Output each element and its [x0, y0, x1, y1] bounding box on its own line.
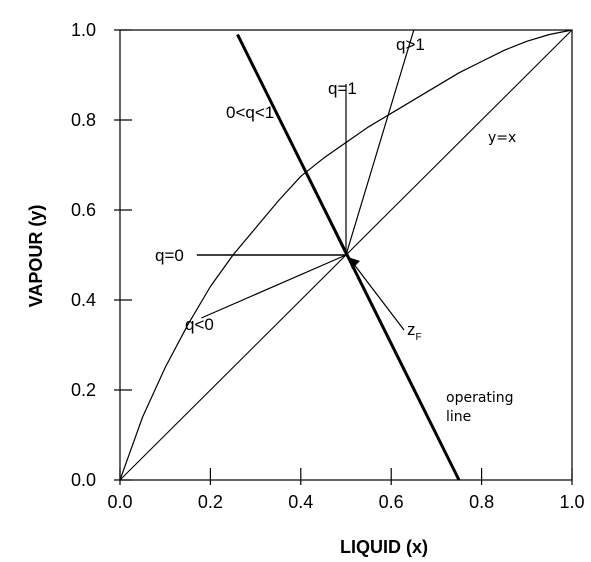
zf-arrow-head [348, 257, 360, 269]
label-y-eq-x: y=x [488, 130, 516, 146]
label-q-eq-0: q=0 [155, 246, 184, 265]
y-tick-label: 0.4 [71, 290, 96, 310]
label-0-lt-q-lt-1: 0<q<1 [226, 103, 274, 122]
y-tick-label: 0.8 [71, 110, 96, 130]
x-tick-labels: 0.0 0.2 0.4 0.6 0.8 1.0 [107, 492, 584, 512]
y-axis-title: VAPOUR (y) [26, 205, 46, 308]
x-tick-label: 1.0 [559, 492, 584, 512]
zf-arrow-line [349, 258, 405, 331]
q-line [273, 106, 347, 256]
x-tick-label: 0.4 [288, 492, 313, 512]
tick-marks [114, 29, 573, 485]
y-tick-label: 0.0 [71, 470, 96, 490]
x-tick-label: 0.6 [379, 492, 404, 512]
label-q-lt-0: q<0 [185, 315, 214, 334]
x-axis-title: LIQUID (x) [340, 537, 428, 557]
y-tick-label: 0.6 [71, 200, 96, 220]
label-q-eq-1: q=1 [328, 79, 357, 98]
q-lines [196, 29, 415, 331]
x-tick-label: 0.8 [469, 492, 494, 512]
label-operating-line-1: operating [446, 390, 514, 406]
q-line [345, 29, 415, 256]
x-tick-label: 0.2 [198, 492, 223, 512]
y-tick-labels: 0.0 0.2 0.4 0.6 0.8 1.0 [71, 20, 96, 490]
label-q-gt-1: q>1 [396, 35, 425, 54]
plot-frame [119, 29, 573, 481]
q-line [201, 254, 347, 319]
label-zf-subscript: F [416, 332, 422, 343]
label-zf-main: z [407, 320, 416, 339]
x-tick-label: 0.0 [107, 492, 132, 512]
y-tick-label: 0.2 [71, 380, 96, 400]
y-tick-label: 1.0 [71, 20, 96, 40]
label-zf: zF [407, 320, 422, 343]
label-operating-line-2: line [446, 409, 471, 425]
